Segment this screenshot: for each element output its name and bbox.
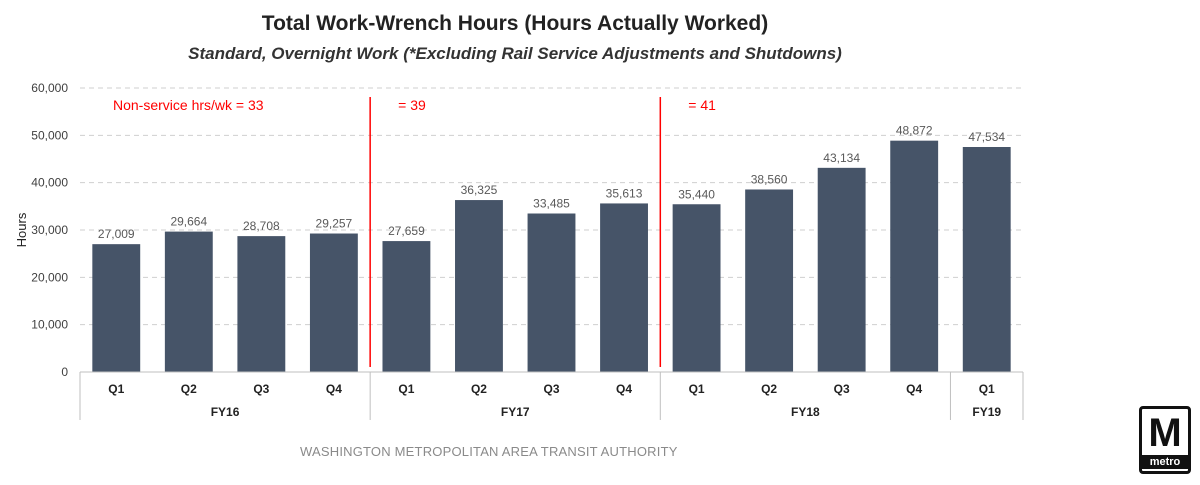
- x-tick-label: Q3: [834, 382, 850, 396]
- data-label: 29,664: [170, 215, 207, 229]
- bar: [817, 167, 866, 372]
- x-tick-label: Q1: [398, 382, 414, 396]
- y-tick-label: 20,000: [31, 270, 68, 284]
- bar: [745, 189, 794, 372]
- group-label: FY17: [501, 405, 530, 419]
- data-label: 35,440: [678, 187, 715, 201]
- x-tick-label: Q3: [543, 382, 559, 396]
- bar: [672, 204, 721, 372]
- data-label: 48,872: [896, 124, 933, 138]
- bar: [164, 231, 213, 372]
- y-tick-label: 10,000: [31, 318, 68, 332]
- footer-org-name: WASHINGTON METROPOLITAN AREA TRANSIT AUT…: [300, 444, 678, 459]
- data-label: 28,708: [243, 219, 280, 233]
- annotation-label: Non-service hrs/wk = 33: [113, 97, 264, 113]
- x-tick-label: Q2: [761, 382, 777, 396]
- x-tick-label: Q1: [689, 382, 705, 396]
- metro-logo: M metro: [1139, 406, 1191, 474]
- data-label: 47,534: [968, 130, 1005, 144]
- annotation-label: = 39: [398, 97, 426, 113]
- data-label: 29,257: [316, 217, 353, 231]
- bar: [455, 200, 503, 372]
- x-tick-label: Q1: [108, 382, 124, 396]
- x-tick-label: Q4: [326, 382, 342, 396]
- data-label: 36,325: [461, 183, 498, 197]
- bar: [309, 233, 358, 372]
- x-tick-label: Q2: [181, 382, 197, 396]
- y-tick-label: 40,000: [31, 176, 68, 190]
- annotation-label: = 41: [688, 97, 716, 113]
- logo-letter: M: [1148, 411, 1182, 455]
- data-label: 43,134: [823, 151, 860, 165]
- data-label: 35,613: [606, 186, 643, 200]
- group-label: FY18: [791, 405, 820, 419]
- bar: [382, 241, 431, 372]
- chart-title: Total Work-Wrench Hours (Hours Actually …: [261, 12, 769, 35]
- data-label: 27,009: [98, 227, 135, 241]
- x-tick-label: Q3: [253, 382, 269, 396]
- bar: [237, 236, 286, 372]
- y-tick-label: 30,000: [31, 223, 68, 237]
- x-tick-label: Q4: [906, 382, 922, 396]
- data-label: 33,485: [533, 197, 570, 211]
- data-label: 27,659: [388, 224, 425, 238]
- data-label: 38,560: [751, 172, 788, 186]
- y-tick-label: 50,000: [31, 128, 68, 142]
- bar: [890, 140, 939, 372]
- y-tick-label: 0: [61, 365, 68, 379]
- group-label: FY16: [211, 405, 240, 419]
- logo-word: metro: [1142, 455, 1188, 469]
- bar: [92, 244, 141, 372]
- bar: [600, 203, 648, 372]
- bar: [962, 147, 1011, 372]
- y-tick-label: 60,000: [31, 81, 68, 95]
- y-axis-label: Hours: [14, 212, 29, 247]
- x-tick-label: Q1: [979, 382, 995, 396]
- group-label: FY19: [972, 405, 1001, 419]
- bar: [527, 213, 576, 372]
- x-tick-label: Q4: [616, 382, 632, 396]
- x-tick-label: Q2: [471, 382, 487, 396]
- chart-subtitle: Standard, Overnight Work (*Excluding Rai…: [188, 44, 842, 63]
